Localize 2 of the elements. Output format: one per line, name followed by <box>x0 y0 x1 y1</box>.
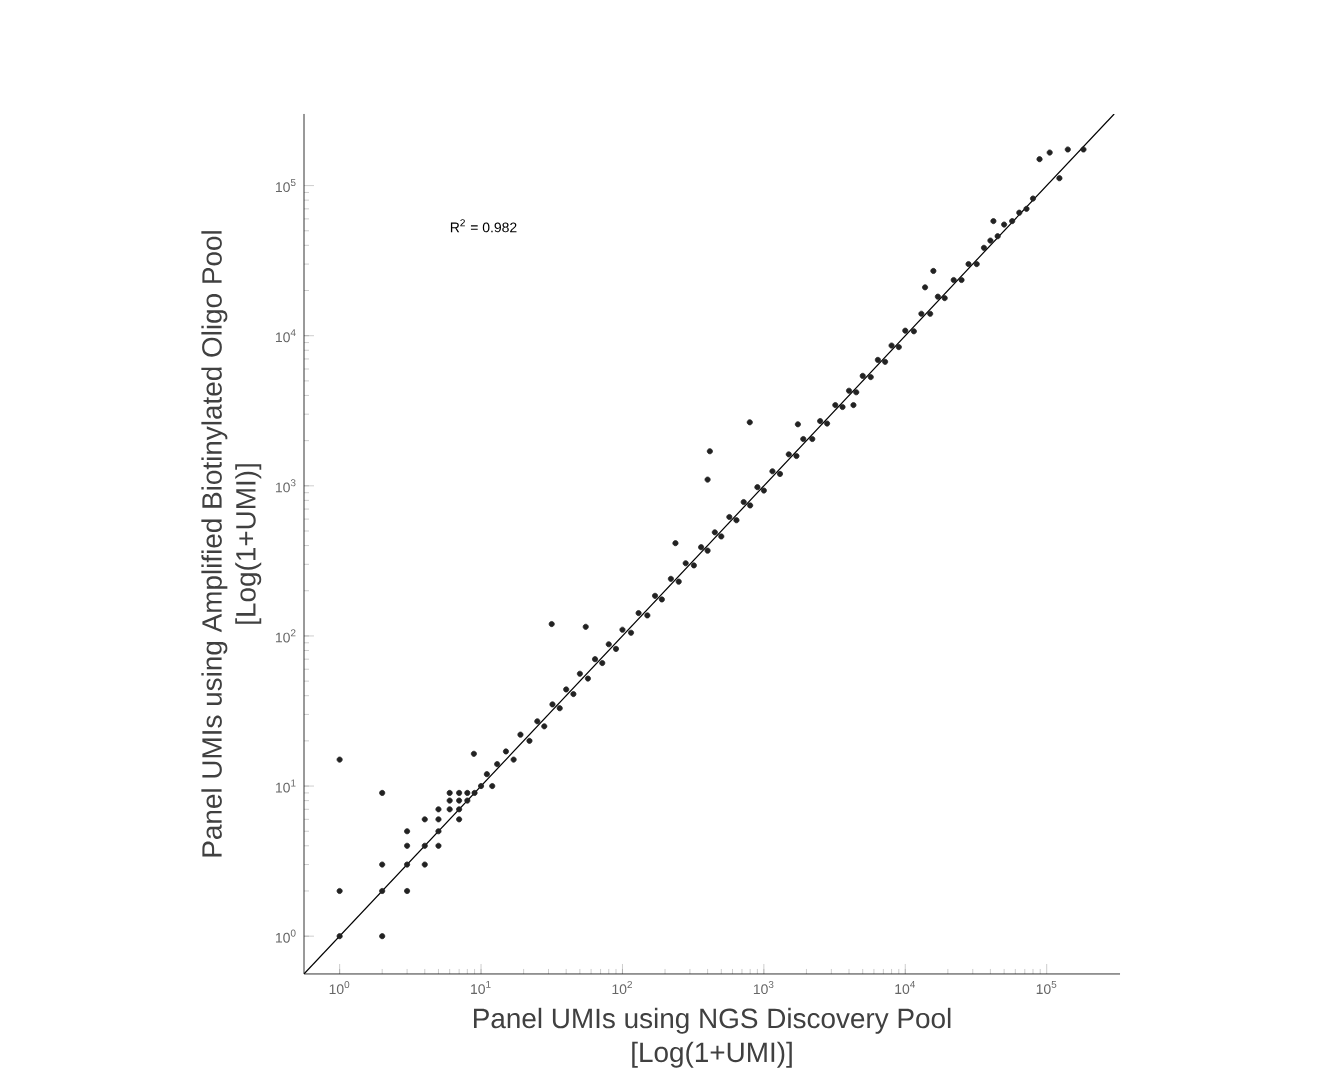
y-axis-title: Panel UMIs using Amplified Biotinylated Oligo Pool [Log(1+UMI)] <box>201 231 262 857</box>
x-axis-title: Panel UMIs using NGS Discovery Pool [Log(1+UMI)] <box>474 1007 951 1068</box>
